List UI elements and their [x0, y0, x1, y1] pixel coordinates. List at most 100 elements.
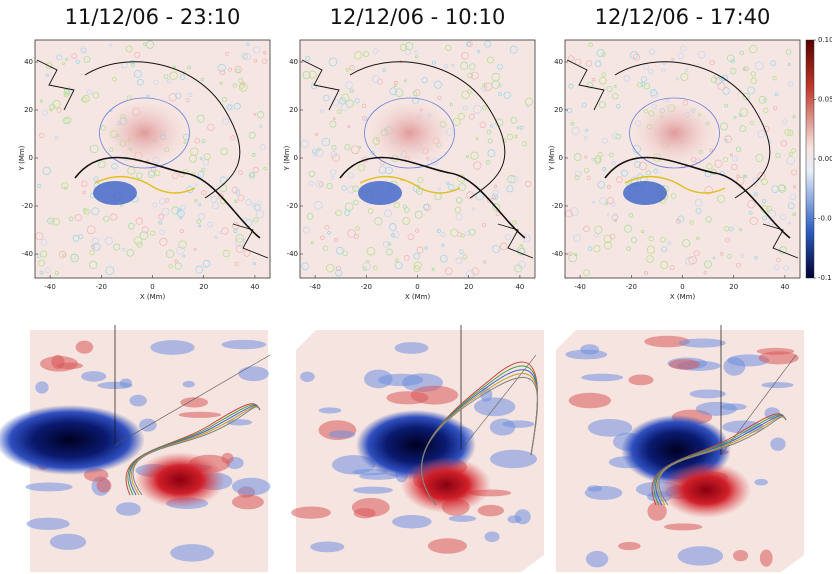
texture [171, 206, 180, 215]
field-line-view [556, 325, 804, 572]
field-line [655, 415, 787, 506]
texture [682, 239, 691, 248]
texture [320, 108, 325, 113]
contour [94, 175, 196, 194]
texture [615, 103, 621, 109]
texture [717, 82, 726, 91]
texture [712, 256, 716, 260]
texture [669, 265, 675, 271]
texture [770, 60, 777, 67]
texture [743, 174, 748, 179]
texture [342, 250, 349, 256]
texture [502, 138, 507, 143]
texture [716, 194, 725, 203]
texture [382, 68, 387, 73]
texture [395, 88, 404, 97]
contour [604, 156, 791, 239]
texture [565, 209, 573, 218]
texture [490, 124, 494, 128]
flux-patch [392, 514, 432, 529]
texture [754, 255, 758, 260]
field-line [657, 415, 787, 506]
texture [347, 185, 356, 194]
texture [599, 76, 607, 85]
contour [566, 59, 799, 259]
texture [475, 137, 479, 141]
texture [740, 253, 745, 258]
texture [177, 208, 182, 212]
texture [389, 87, 398, 95]
texture [609, 152, 614, 158]
y-tick-label: 40 [289, 58, 298, 66]
texture [47, 217, 55, 225]
texture [780, 140, 787, 147]
texture [169, 71, 178, 80]
texture [481, 223, 486, 228]
texture [613, 212, 617, 216]
flux-patch [231, 494, 264, 510]
contour [36, 59, 269, 259]
texture [498, 92, 502, 97]
texture [89, 144, 99, 154]
texture [493, 184, 498, 189]
texture [473, 161, 482, 170]
texture [318, 182, 324, 187]
field-line [125, 403, 261, 496]
texture [70, 253, 79, 263]
flux-patch [51, 354, 65, 369]
texture [443, 64, 448, 69]
texture [706, 163, 713, 170]
texture [301, 262, 310, 270]
x-tick-label: 0 [150, 283, 154, 291]
texture [482, 82, 487, 88]
texture [583, 135, 588, 140]
texture [729, 67, 737, 75]
texture [736, 174, 740, 178]
texture [422, 203, 429, 210]
texture [357, 164, 366, 172]
texture [335, 269, 343, 277]
texture [328, 57, 338, 67]
texture [329, 120, 337, 128]
y-tick-label: 20 [24, 106, 33, 114]
texture [347, 124, 351, 129]
texture [300, 139, 309, 149]
texture [670, 193, 677, 199]
texture [733, 115, 737, 119]
texture [378, 166, 387, 174]
texture [194, 199, 198, 203]
field-line [132, 406, 261, 496]
texture [722, 87, 730, 95]
texture [168, 264, 173, 269]
texture [758, 95, 767, 104]
texture [594, 157, 602, 165]
texture [62, 62, 65, 65]
flux-patch [647, 501, 667, 521]
texture [457, 112, 465, 120]
texture [522, 234, 531, 243]
texture [104, 236, 113, 246]
texture [754, 61, 764, 71]
contour [74, 156, 261, 239]
flux-patch [644, 335, 690, 348]
x-tick-label: 20 [464, 283, 473, 291]
texture [444, 267, 453, 276]
flux-patch [618, 541, 641, 551]
umbra-region [629, 97, 720, 169]
texture [349, 64, 355, 71]
texture [197, 171, 205, 178]
texture [791, 169, 798, 176]
texture [308, 181, 314, 187]
texture [720, 122, 729, 131]
texture [339, 97, 347, 105]
texture [739, 228, 743, 232]
flux-patch [318, 407, 342, 414]
flux-patch [754, 478, 768, 486]
texture [126, 249, 135, 257]
texture [52, 217, 60, 226]
texture [329, 169, 337, 176]
magnetogram [34, 39, 271, 279]
texture [735, 262, 741, 268]
texture [125, 45, 133, 53]
